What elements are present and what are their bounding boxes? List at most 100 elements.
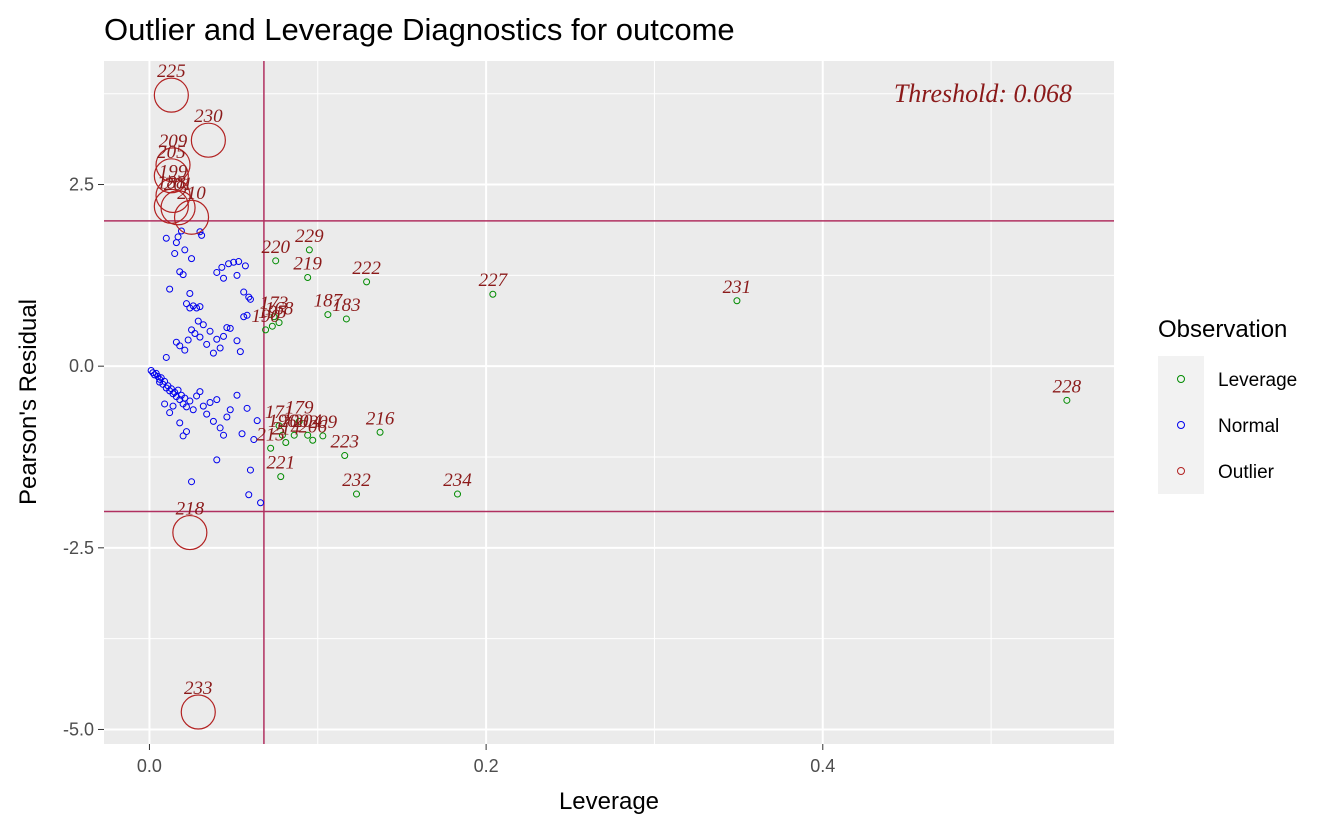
legend-items: Leverage Normal Outlier [1177, 370, 1297, 483]
point-normal [189, 406, 197, 414]
point-normal [186, 397, 194, 405]
legend-label-outlier: Outlier [1218, 462, 1275, 483]
point-leverage [341, 452, 349, 460]
point-normal [253, 417, 261, 425]
point-normal [182, 428, 190, 436]
point-label: 213 [256, 424, 285, 445]
point-normal [218, 263, 226, 271]
point-leverage [353, 490, 360, 498]
point-normal [196, 333, 204, 341]
point-outlier [153, 158, 189, 194]
point-normal [206, 327, 214, 335]
point-label: 209 [159, 131, 188, 152]
point-normal [171, 250, 179, 258]
point-normal [245, 491, 253, 499]
data-points [147, 77, 1071, 730]
point-leverage [290, 431, 298, 439]
point-normal [184, 336, 192, 344]
point-normal [220, 274, 228, 282]
legend-title: Observation [1158, 316, 1287, 343]
point-label: 227 [479, 270, 509, 291]
point-label: 231 [723, 277, 752, 298]
point-normal [246, 295, 254, 303]
point-normal [198, 231, 206, 239]
point-normal [174, 386, 182, 394]
point-normal [213, 456, 221, 464]
grid-major [104, 61, 1114, 744]
point-label: 183 [332, 295, 361, 316]
point-normal [199, 402, 207, 410]
point-label: 204 [293, 411, 322, 432]
point-normal [181, 346, 189, 354]
point-label: 229 [295, 226, 324, 247]
point-normal [209, 349, 217, 357]
point-normal [220, 431, 228, 439]
point-leverage [342, 315, 350, 323]
legend-label-leverage: Leverage [1218, 370, 1297, 391]
point-normal [213, 335, 221, 343]
point-normal [188, 478, 196, 486]
point-label: 209 [309, 412, 338, 433]
point-normal [147, 367, 155, 375]
point-label: 223 [330, 432, 359, 453]
point-normal [240, 313, 248, 321]
point-normal [250, 436, 258, 444]
point-normal [230, 258, 238, 266]
point-normal [196, 303, 204, 311]
point-leverage [272, 257, 280, 265]
point-leverage [304, 431, 312, 439]
point-leverage [262, 326, 270, 334]
point-normal [235, 258, 243, 266]
point-leverage [376, 428, 384, 436]
point-outlier [173, 199, 210, 235]
point-normal [181, 394, 189, 402]
x-axis-title: Leverage [559, 788, 659, 815]
point-leverage [277, 473, 285, 481]
point-normal [151, 371, 158, 379]
point-leverage [267, 444, 275, 452]
point-normal [181, 246, 189, 254]
x-tick-label: 0.2 [474, 756, 499, 776]
point-normal [161, 377, 169, 385]
point-normal [223, 324, 231, 332]
point-leverage [282, 438, 290, 446]
point-label: 200 [280, 411, 309, 432]
point-normal [162, 234, 170, 242]
point-normal [174, 233, 182, 241]
x-axis-ticks: 0.0 0.2 0.4 [137, 744, 835, 776]
point-normal [177, 227, 185, 235]
point-label: 219 [293, 254, 322, 275]
point-label: 201 [164, 174, 193, 195]
legend-key-leverage [1177, 375, 1185, 383]
point-normal [216, 424, 224, 432]
point-normal [196, 388, 204, 396]
point-normal [199, 321, 207, 329]
point-label: 195 [258, 302, 287, 323]
point-normal [226, 406, 234, 414]
point-normal [194, 317, 202, 325]
x-tick-label: 0.4 [810, 756, 835, 776]
point-normal [238, 430, 246, 438]
point-label: 230 [194, 106, 223, 127]
point-normal [213, 268, 221, 276]
y-tick-label: 0.0 [69, 356, 94, 376]
point-label: 220 [261, 237, 290, 258]
point-normal [193, 392, 201, 400]
point-label: 216 [366, 408, 395, 429]
point-label: 222 [352, 258, 381, 279]
point-label: 196 [268, 411, 297, 432]
point-normal [220, 332, 228, 340]
y-tick-label: -5.0 [63, 719, 94, 739]
point-normal [257, 499, 265, 507]
y-axis-ticks: -5.0 -2.5 0.0 2.5 [63, 175, 104, 739]
point-normal [161, 400, 169, 408]
legend: Observation Leverage Normal Outlier [1158, 316, 1297, 494]
point-normal [233, 391, 241, 399]
point-leverage [278, 431, 286, 439]
point-normal [233, 271, 241, 279]
point-label: 179 [285, 397, 314, 418]
point-normal [193, 304, 201, 312]
legend-key-outlier [1177, 467, 1185, 475]
plot-panel [104, 61, 1114, 744]
